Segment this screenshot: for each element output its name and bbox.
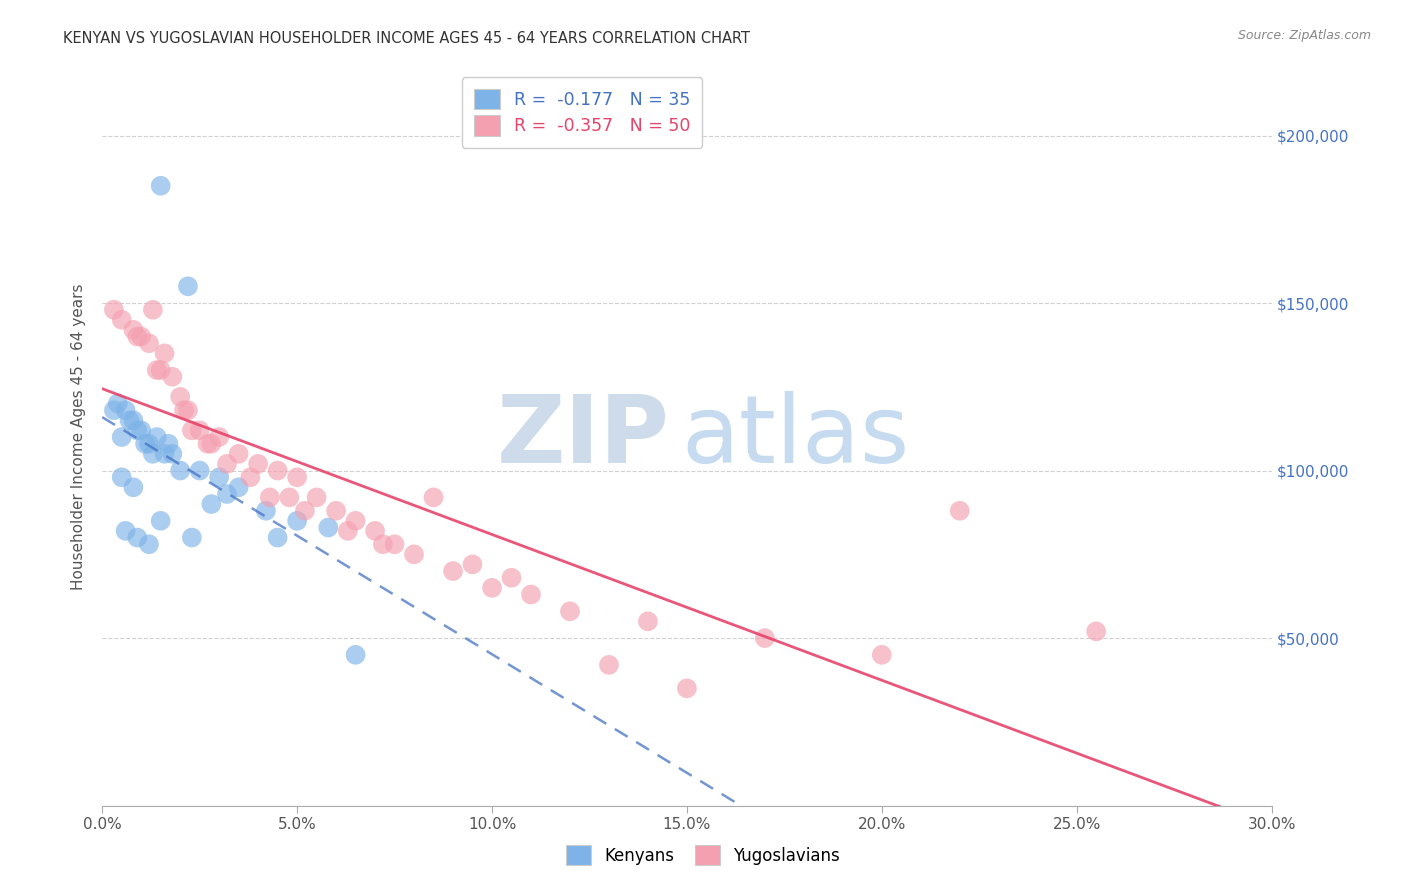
Point [129, 423, 152, 437]
Point [153, 447, 176, 461]
Point [215, 457, 238, 471]
Point [177, 279, 200, 293]
Point [153, 346, 176, 360]
Point [200, 497, 222, 511]
Point [316, 520, 339, 534]
Point [127, 329, 149, 343]
Point [157, 436, 180, 450]
Point [254, 504, 277, 518]
Point [103, 403, 125, 417]
Point [266, 531, 288, 545]
Point [598, 657, 620, 672]
Y-axis label: Householder Income Ages 45 - 64 years: Householder Income Ages 45 - 64 years [72, 284, 86, 591]
Point [127, 531, 149, 545]
Point [188, 464, 211, 478]
Point [114, 524, 136, 538]
Point [142, 302, 165, 317]
Point [481, 581, 503, 595]
Point [146, 363, 169, 377]
Point [336, 524, 359, 538]
Point [1085, 624, 1108, 639]
Text: KENYAN VS YUGOSLAVIAN HOUSEHOLDER INCOME AGES 45 - 64 YEARS CORRELATION CHART: KENYAN VS YUGOSLAVIAN HOUSEHOLDER INCOME… [63, 31, 751, 46]
Point [441, 564, 464, 578]
Point [177, 403, 200, 417]
Point [146, 430, 169, 444]
Point [558, 604, 581, 618]
Point [325, 504, 347, 518]
Point [285, 470, 308, 484]
Point [162, 369, 184, 384]
Point [266, 464, 288, 478]
Point [180, 423, 202, 437]
Text: atlas: atlas [681, 391, 910, 483]
Point [285, 514, 308, 528]
Point [107, 396, 129, 410]
Point [197, 436, 219, 450]
Point [676, 681, 699, 696]
Point [208, 430, 231, 444]
Point [228, 480, 250, 494]
Point [754, 631, 776, 645]
Text: Source: ZipAtlas.com: Source: ZipAtlas.com [1237, 29, 1371, 42]
Point [247, 457, 270, 471]
Point [461, 558, 484, 572]
Point [142, 447, 165, 461]
Point [122, 480, 145, 494]
Point [239, 470, 262, 484]
Point [278, 491, 301, 505]
Point [294, 504, 316, 518]
Point [149, 363, 172, 377]
Point [149, 178, 172, 193]
Text: ZIP: ZIP [496, 391, 669, 483]
Point [501, 571, 523, 585]
Point [169, 464, 191, 478]
Point [200, 436, 222, 450]
Point [114, 403, 136, 417]
Point [173, 403, 195, 417]
Point [129, 329, 152, 343]
Point [384, 537, 406, 551]
Point [118, 413, 141, 427]
Point [162, 447, 184, 461]
Point [371, 537, 394, 551]
Point [134, 436, 156, 450]
Point [215, 487, 238, 501]
Point [169, 390, 191, 404]
Point [138, 436, 160, 450]
Point [364, 524, 387, 538]
Point [949, 504, 972, 518]
Point [103, 302, 125, 317]
Point [138, 537, 160, 551]
Point [180, 531, 202, 545]
Legend: R =  -0.177   N = 35, R =  -0.357   N = 50: R = -0.177 N = 35, R = -0.357 N = 50 [461, 78, 703, 148]
Point [520, 588, 543, 602]
Point [149, 514, 172, 528]
Point [111, 430, 134, 444]
Point [228, 447, 250, 461]
Point [422, 491, 444, 505]
Point [402, 547, 425, 561]
Point [138, 336, 160, 351]
Point [111, 470, 134, 484]
Point [637, 615, 659, 629]
Point [127, 423, 149, 437]
Point [344, 648, 367, 662]
Point [305, 491, 328, 505]
Point [870, 648, 893, 662]
Legend: Kenyans, Yugoslavians: Kenyans, Yugoslavians [558, 837, 848, 873]
Point [122, 323, 145, 337]
Point [188, 423, 211, 437]
Point [122, 413, 145, 427]
Point [208, 470, 231, 484]
Point [259, 491, 281, 505]
Point [111, 313, 134, 327]
Point [344, 514, 367, 528]
